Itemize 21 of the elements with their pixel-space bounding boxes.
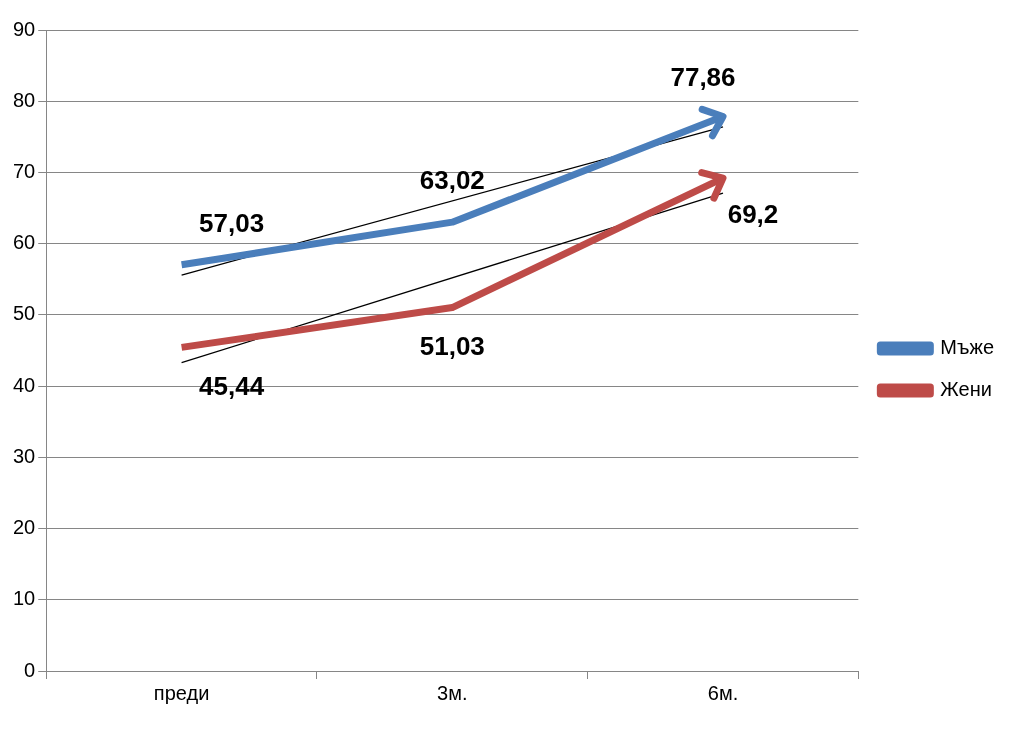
y-tick-label: 50 (13, 302, 36, 325)
y-tick-label: 40 (13, 373, 36, 396)
y-tick-label: 20 (13, 516, 36, 539)
y-tick-label: 80 (13, 88, 36, 111)
y-tick-label: 0 (24, 658, 36, 681)
x-tick-label: 3м. (437, 681, 468, 704)
x-tick-label: 6м. (707, 681, 739, 704)
legend-label: Мъже (940, 336, 995, 359)
x-tick-label: преди (153, 681, 210, 704)
data-label: 57,03 (199, 207, 265, 238)
y-tick-label: 70 (13, 159, 36, 182)
y-tick-label: 10 (13, 587, 36, 610)
y-tick-label: 90 (13, 17, 36, 40)
data-label: 45,44 (199, 370, 265, 401)
y-tick-label: 60 (13, 231, 36, 254)
data-label: 51,03 (419, 330, 485, 361)
data-label: 63,02 (419, 165, 485, 196)
data-label: 77,86 (670, 61, 736, 92)
y-tick-label: 30 (13, 444, 36, 467)
data-label: 69,2 (727, 199, 779, 230)
legend-label: Жени (940, 378, 992, 401)
